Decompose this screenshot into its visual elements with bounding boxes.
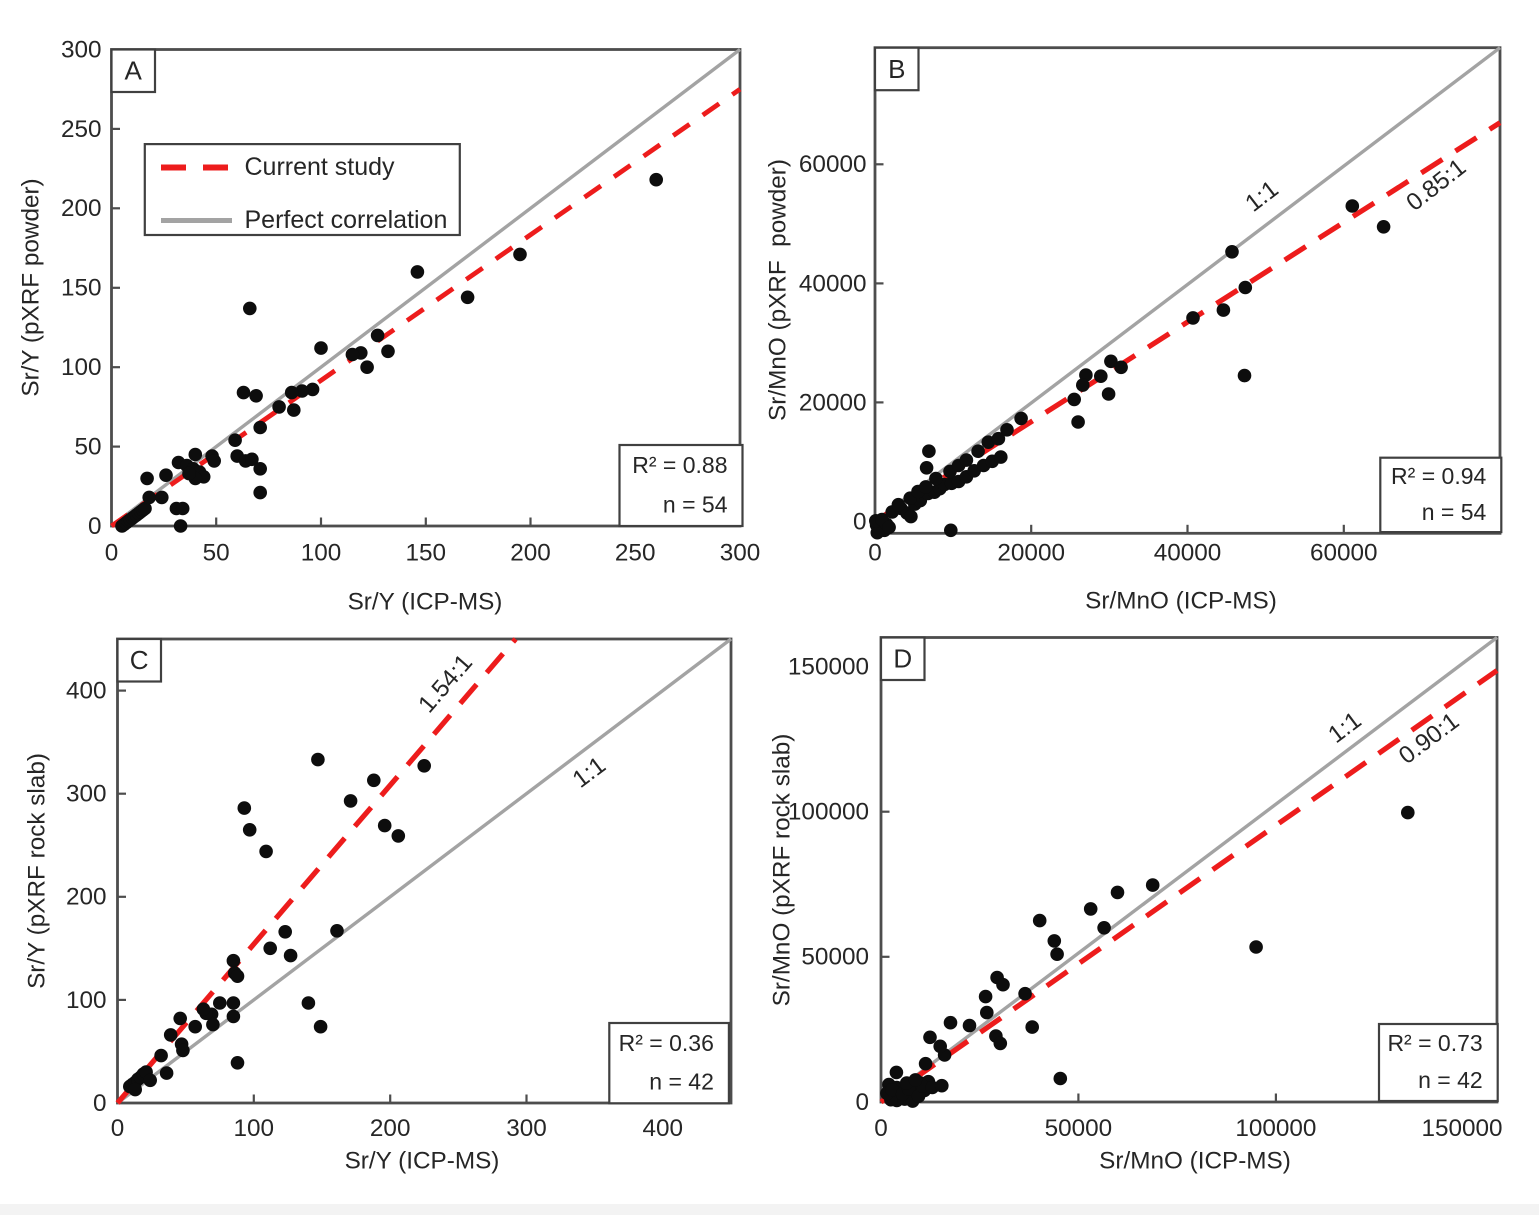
svg-text:Sr/Y (ICP-MS): Sr/Y (ICP-MS) xyxy=(345,1147,500,1174)
svg-text:100000: 100000 xyxy=(788,799,869,826)
svg-text:n = 54: n = 54 xyxy=(1422,499,1487,525)
svg-text:150: 150 xyxy=(406,539,447,566)
svg-text:200: 200 xyxy=(370,1115,411,1142)
svg-text:200: 200 xyxy=(510,539,551,566)
svg-text:Sr/Y (pXRF rock slab): Sr/Y (pXRF rock slab) xyxy=(23,753,50,989)
svg-text:100000: 100000 xyxy=(1235,1115,1316,1142)
svg-text:0: 0 xyxy=(853,508,867,535)
svg-text:R² = 0.94: R² = 0.94 xyxy=(1391,463,1486,489)
svg-text:300: 300 xyxy=(720,539,761,566)
svg-text:n = 42: n = 42 xyxy=(1418,1067,1483,1093)
svg-text:A: A xyxy=(125,56,143,86)
svg-text:0: 0 xyxy=(855,1089,869,1116)
svg-text:0: 0 xyxy=(111,1115,125,1142)
svg-text:Sr/Y (pXRF powder): Sr/Y (pXRF powder) xyxy=(17,178,44,396)
svg-text:Sr/MnO (pXRF powder): Sr/MnO (pXRF powder) xyxy=(764,159,791,421)
svg-text:Current study: Current study xyxy=(245,153,396,181)
svg-text:0: 0 xyxy=(874,1115,888,1142)
svg-text:n = 42: n = 42 xyxy=(649,1069,714,1095)
svg-text:300: 300 xyxy=(506,1115,547,1142)
svg-text:200: 200 xyxy=(61,195,102,222)
svg-text:300: 300 xyxy=(61,36,102,63)
svg-text:Sr/Y (ICP-MS): Sr/Y (ICP-MS) xyxy=(348,588,503,615)
svg-text:100: 100 xyxy=(301,539,342,566)
svg-text:50: 50 xyxy=(203,539,230,566)
svg-text:R² = 0.36: R² = 0.36 xyxy=(619,1030,714,1056)
svg-text:0: 0 xyxy=(868,539,882,566)
svg-text:150000: 150000 xyxy=(788,653,869,680)
svg-text:R² = 0.73: R² = 0.73 xyxy=(1387,1030,1482,1056)
svg-text:200: 200 xyxy=(66,884,107,911)
svg-text:Sr/MnO (ICP-MS): Sr/MnO (ICP-MS) xyxy=(1085,587,1277,614)
svg-text:100: 100 xyxy=(61,354,102,381)
svg-text:40000: 40000 xyxy=(1154,539,1222,566)
svg-text:R² = 0.88: R² = 0.88 xyxy=(632,452,727,478)
svg-text:50000: 50000 xyxy=(1045,1115,1113,1142)
svg-text:150000: 150000 xyxy=(1421,1115,1502,1142)
svg-text:50000: 50000 xyxy=(801,944,869,971)
svg-text:0: 0 xyxy=(105,539,119,566)
svg-text:60000: 60000 xyxy=(799,151,867,178)
svg-text:400: 400 xyxy=(66,678,107,705)
svg-text:Sr/MnO (ICP-MS): Sr/MnO (ICP-MS) xyxy=(1099,1147,1291,1174)
svg-text:0: 0 xyxy=(93,1090,107,1117)
svg-text:Sr/MnO (pXRF rock slab): Sr/MnO (pXRF rock slab) xyxy=(768,734,795,1007)
svg-text:250: 250 xyxy=(61,116,102,143)
svg-text:20000: 20000 xyxy=(799,389,867,416)
svg-text:150: 150 xyxy=(61,275,102,302)
svg-text:400: 400 xyxy=(643,1115,684,1142)
svg-text:D: D xyxy=(893,644,912,674)
svg-text:n = 54: n = 54 xyxy=(663,491,728,517)
svg-text:250: 250 xyxy=(615,539,656,566)
svg-text:B: B xyxy=(888,54,905,84)
svg-text:40000: 40000 xyxy=(799,270,867,297)
svg-text:0: 0 xyxy=(88,513,102,540)
svg-text:Perfect correlation: Perfect correlation xyxy=(245,206,448,234)
svg-text:50: 50 xyxy=(74,434,101,461)
svg-text:100: 100 xyxy=(234,1115,275,1142)
svg-text:60000: 60000 xyxy=(1310,539,1378,566)
svg-text:20000: 20000 xyxy=(997,539,1065,566)
svg-text:100: 100 xyxy=(66,987,107,1014)
svg-text:C: C xyxy=(130,645,149,675)
svg-text:300: 300 xyxy=(66,781,107,808)
